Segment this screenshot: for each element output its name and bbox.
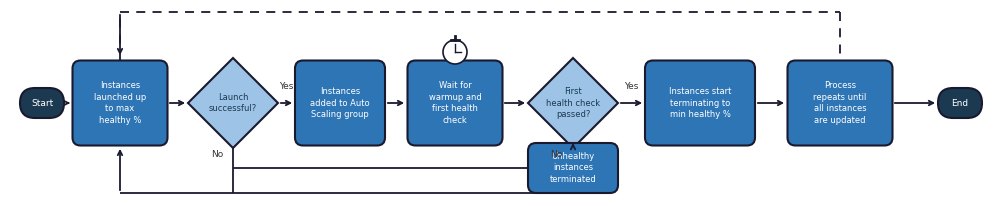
FancyBboxPatch shape [644,61,754,145]
FancyBboxPatch shape [937,88,981,118]
FancyBboxPatch shape [786,61,892,145]
Text: Instances
added to Auto
Scaling group: Instances added to Auto Scaling group [310,87,370,119]
Polygon shape [528,58,617,148]
FancyBboxPatch shape [408,61,502,145]
Text: Instances start
terminating to
min healthy %: Instances start terminating to min healt… [668,87,731,119]
Text: Launch
successful?: Launch successful? [209,93,256,113]
Text: Yes: Yes [623,82,637,91]
FancyBboxPatch shape [73,61,167,145]
Text: Yes: Yes [278,82,293,91]
Text: Process
repeats until
all instances
are updated: Process repeats until all instances are … [812,81,866,125]
Text: Instances
launched up
to max
healthy %: Instances launched up to max healthy % [93,81,146,125]
Circle shape [442,40,466,64]
FancyBboxPatch shape [528,143,617,193]
Text: End: End [950,98,967,108]
Text: Unhealthy
instances
terminated: Unhealthy instances terminated [549,152,595,184]
Text: No: No [211,150,223,159]
FancyBboxPatch shape [294,61,385,145]
Text: Start: Start [31,98,53,108]
Text: First
health check
passed?: First health check passed? [546,87,599,119]
Text: Wait for
warmup and
first health
check: Wait for warmup and first health check [428,81,481,125]
Text: No: No [550,150,562,159]
FancyBboxPatch shape [20,88,64,118]
Polygon shape [188,58,277,148]
